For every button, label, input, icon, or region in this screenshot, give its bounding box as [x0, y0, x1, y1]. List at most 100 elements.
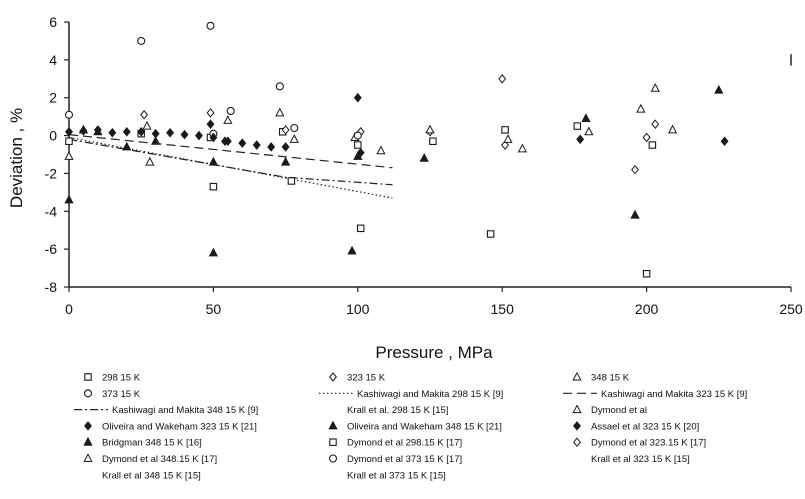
legend-symbol-square-open [329, 438, 337, 446]
legend-label: Assael et al 323 15 K [20] [591, 421, 699, 432]
data-point-diamond-filled [267, 142, 276, 152]
data-point-square-open [356, 224, 365, 233]
data-point-triangle-filled [419, 153, 429, 162]
chart-axes: -8 -6 -4 -2 0 2 4 6 0 50 100 150 200 250 [45, 14, 803, 317]
y-tick-label: -6 [45, 241, 58, 257]
x-tick-label: 100 [346, 301, 370, 317]
legend-label: Krall et al 323 15 K [15] [591, 454, 690, 465]
data-point-diamond-filled [209, 132, 218, 143]
data-point-square-open [287, 177, 296, 185]
y-tick-label: -4 [45, 203, 58, 219]
series-line-5 [68, 134, 393, 169]
data-point-diamond-filled [221, 136, 229, 147]
data-point-square-open [65, 137, 73, 146]
data-point-triangle-filled [122, 141, 132, 151]
y-axis-title: Deviation , % [7, 108, 26, 208]
legend-symbol-diamond-filled [84, 421, 92, 431]
data-point-triangle-open [376, 145, 386, 155]
data-point-triangle-open [289, 134, 299, 143]
data-point-square-open [209, 182, 218, 191]
data-point-triangle-open [142, 120, 152, 130]
data-point-circle-open [206, 21, 215, 30]
legend-label: Kashiwagi and Makita 348 15 K [9] [112, 405, 258, 416]
data-point-square-open [642, 269, 651, 278]
data-point-circle-open [64, 110, 74, 119]
data-point-triangle-open [275, 107, 285, 117]
data-point-diamond-filled [356, 147, 365, 158]
y-tick-label: 6 [49, 14, 57, 30]
x-tick-label: 150 [491, 301, 515, 317]
legend-label: 323 15 K [347, 373, 386, 384]
data-point-diamond-open [651, 119, 660, 129]
data-point-triangle-open [503, 134, 513, 143]
data-point-square-open [573, 122, 582, 130]
legend-label: Oliveira and Wakeham 348 15 K [21] [347, 421, 502, 432]
legend-symbol-circle-open [83, 389, 93, 398]
data-point-triangle-filled [151, 135, 161, 145]
legend-symbol-triangle-filled [83, 436, 93, 446]
legend-label: Kashiwagi and Makita 298 15 K [9] [357, 389, 503, 400]
data-point-diamond-open [498, 74, 507, 84]
data-point-diamond-filled [195, 130, 203, 141]
legend-symbol-triangle-filled [328, 420, 338, 430]
data-point-square-open [354, 141, 362, 149]
data-point-square-open [501, 126, 509, 134]
x-tick-label: 0 [65, 301, 73, 317]
x-tick-label: 250 [779, 301, 803, 317]
data-point-square-open [429, 137, 437, 146]
data-point-diamond-filled [65, 127, 73, 137]
legend-label: Krall et al 348 15 K [15] [102, 470, 201, 481]
data-point-diamond-filled [206, 119, 215, 129]
data-point-square-open [648, 141, 657, 149]
data-point-triangle-filled [347, 245, 357, 255]
legend-label: 298 15 K [102, 373, 141, 384]
legend-label: 348 15 K [591, 373, 630, 384]
data-point-triangle-filled [714, 84, 724, 94]
legend-label: Oliveira and Wakeham 323 15 K [21] [102, 421, 257, 432]
data-point-triangle-filled [78, 124, 89, 134]
data-point-triangle-open [425, 124, 435, 134]
data-point-diamond-filled [720, 136, 729, 147]
data-point-diamond-open [140, 109, 149, 120]
data-point-triangle-open [145, 156, 155, 166]
data-point-triangle-open [64, 151, 74, 160]
legend-label: Dymond et al 348.15 K [17] [102, 454, 217, 465]
legend-label: Bridgman 348 15 K [16] [102, 438, 202, 449]
legend-label: Dymond et al 298.15 K [17] [347, 438, 462, 449]
data-point-triangle-open [667, 124, 678, 134]
data-point-triangle-filled [93, 126, 103, 136]
x-tick-label: 200 [635, 301, 659, 317]
chart-data-points [64, 21, 729, 278]
legend-label: Dymond et al [591, 405, 647, 416]
chart-series-lines [68, 134, 393, 199]
legend-symbol-triangle-open [83, 453, 93, 462]
data-point-triangle-open [650, 82, 660, 92]
data-point-square-open [486, 230, 495, 238]
legend-symbol-diamond-filled [573, 421, 581, 431]
legend-label: Krall et al. 298 15 K [15] [347, 405, 448, 416]
data-point-diamond-filled [576, 134, 585, 145]
data-point-diamond-filled [137, 127, 146, 137]
legend-label: Dymond et al 323.15 K [17] [591, 438, 706, 449]
y-tick-label: 0 [49, 128, 57, 144]
legend-symbol-diamond-open [329, 372, 337, 382]
y-tick-label: 2 [49, 90, 57, 106]
data-point-circle-open [275, 82, 284, 91]
data-point-diamond-filled [238, 138, 247, 148]
legend-symbol-triangle-open [572, 371, 582, 381]
x-tick-label: 50 [206, 301, 222, 317]
data-point-triangle-open [584, 126, 594, 136]
y-tick-label: -2 [45, 165, 58, 181]
y-tick-label: -8 [45, 279, 58, 295]
data-point-diamond-filled [180, 129, 189, 140]
data-point-circle-open [353, 131, 362, 140]
legend-label: Kashiwagi and Makita 323 15 K [9] [601, 389, 747, 400]
legend-symbol-circle-open [328, 454, 338, 463]
data-point-diamond-filled [122, 127, 131, 137]
data-point-diamond-filled [252, 140, 261, 150]
y-tick-label: 4 [49, 52, 57, 68]
series-line-6 [68, 138, 393, 186]
legend-symbol-triangle-open [572, 404, 582, 414]
data-point-diamond-filled [108, 127, 117, 138]
